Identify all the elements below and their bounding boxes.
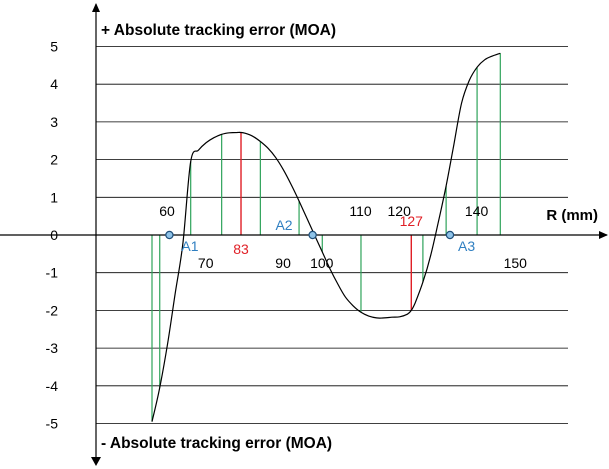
y-tick-label: 3 — [50, 114, 58, 130]
y-tick-label: -2 — [46, 302, 59, 318]
y-axis-bottom-arrow — [91, 457, 101, 466]
x-tick-label: 90 — [275, 255, 291, 271]
zero-crossing-label: A2 — [275, 217, 292, 233]
x-tick-label: 120 — [388, 203, 412, 219]
zero-crossing-point — [308, 230, 317, 240]
y-tick-label: -4 — [46, 378, 59, 394]
top-title: + Absolute tracking error (MOA) — [101, 22, 336, 39]
error-bars — [151, 53, 501, 422]
x-tick-label: 140 — [465, 203, 489, 219]
bottom-title: - Absolute tracking error (MOA) — [101, 435, 332, 452]
x-tick-label: 100 — [310, 255, 334, 271]
zero-crossing-label: A1 — [181, 238, 198, 254]
zero-crossing-label: A3 — [458, 238, 475, 254]
x-tick-label: 60 — [159, 203, 175, 219]
x-tick-label: 70 — [198, 255, 214, 271]
x-tick-label: 150 — [504, 255, 528, 271]
y-tick-label: 4 — [50, 76, 58, 92]
y-tick-label: -1 — [46, 265, 59, 281]
y-tick-label: 2 — [50, 152, 58, 168]
x-tick-label: 110 — [349, 203, 372, 219]
x-tick-labels: 60 70 90 100 110 120 140 150 83 127 A1 A2 A3 — [159, 203, 527, 271]
zero-crossing-point — [165, 230, 174, 240]
red-line-label: 83 — [233, 241, 249, 257]
tracking-error-curve — [151, 52, 501, 422]
y-tick-label: 5 — [50, 39, 58, 55]
red-line-label: 127 — [400, 213, 424, 229]
y-tick-label: -3 — [46, 340, 59, 356]
x-axis-label: R (mm) — [546, 207, 598, 224]
y-tick-label: 1 — [50, 189, 58, 205]
zero-crossing-points — [165, 230, 455, 240]
y-tick-label: -5 — [46, 416, 59, 432]
zero-crossing-point — [445, 230, 455, 240]
